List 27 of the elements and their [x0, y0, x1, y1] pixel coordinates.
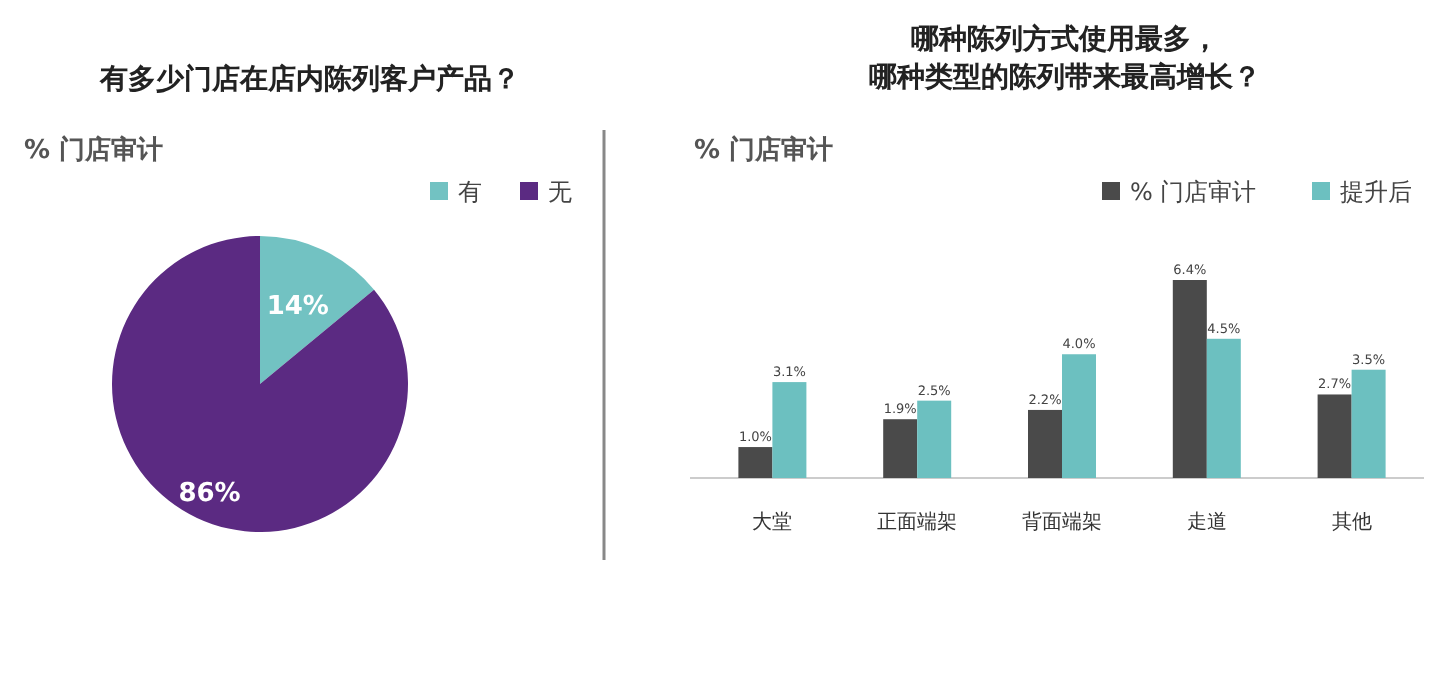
chart-subtitle: % 门店审计	[694, 134, 834, 166]
bar	[1351, 369, 1386, 478]
x-tick-label: 其他	[1331, 510, 1372, 534]
bar	[1062, 354, 1096, 478]
bar	[1028, 409, 1062, 478]
chart-title: 哪种陈列方式使用最多，哪种类型的陈列带来最高增长？	[869, 22, 1261, 94]
x-tick-label: 走道	[1186, 510, 1227, 534]
bar	[738, 447, 773, 478]
chart-subtitle: % 门店审计	[24, 134, 164, 166]
bar	[917, 400, 952, 478]
bar	[1206, 338, 1241, 478]
legend-label: % 门店审计	[1130, 178, 1257, 206]
x-tick-label: 大堂	[752, 510, 793, 534]
data-label: 14%	[266, 291, 329, 322]
legend-label: 提升后	[1340, 178, 1412, 206]
bar	[1172, 280, 1207, 478]
bar	[772, 382, 807, 478]
pie-slice	[112, 236, 408, 532]
legend-label: 无	[548, 178, 572, 206]
bar	[1317, 394, 1352, 478]
x-tick-label: 背面端架	[1022, 510, 1102, 534]
bar	[883, 419, 918, 478]
data-label: 86%	[178, 479, 241, 510]
chart-title: 有多少门店在店内陈列客户产品？	[98, 62, 520, 96]
pie-slice	[260, 236, 375, 384]
legend-label: 有	[458, 178, 482, 206]
x-tick-label: 正面端架	[877, 510, 958, 534]
